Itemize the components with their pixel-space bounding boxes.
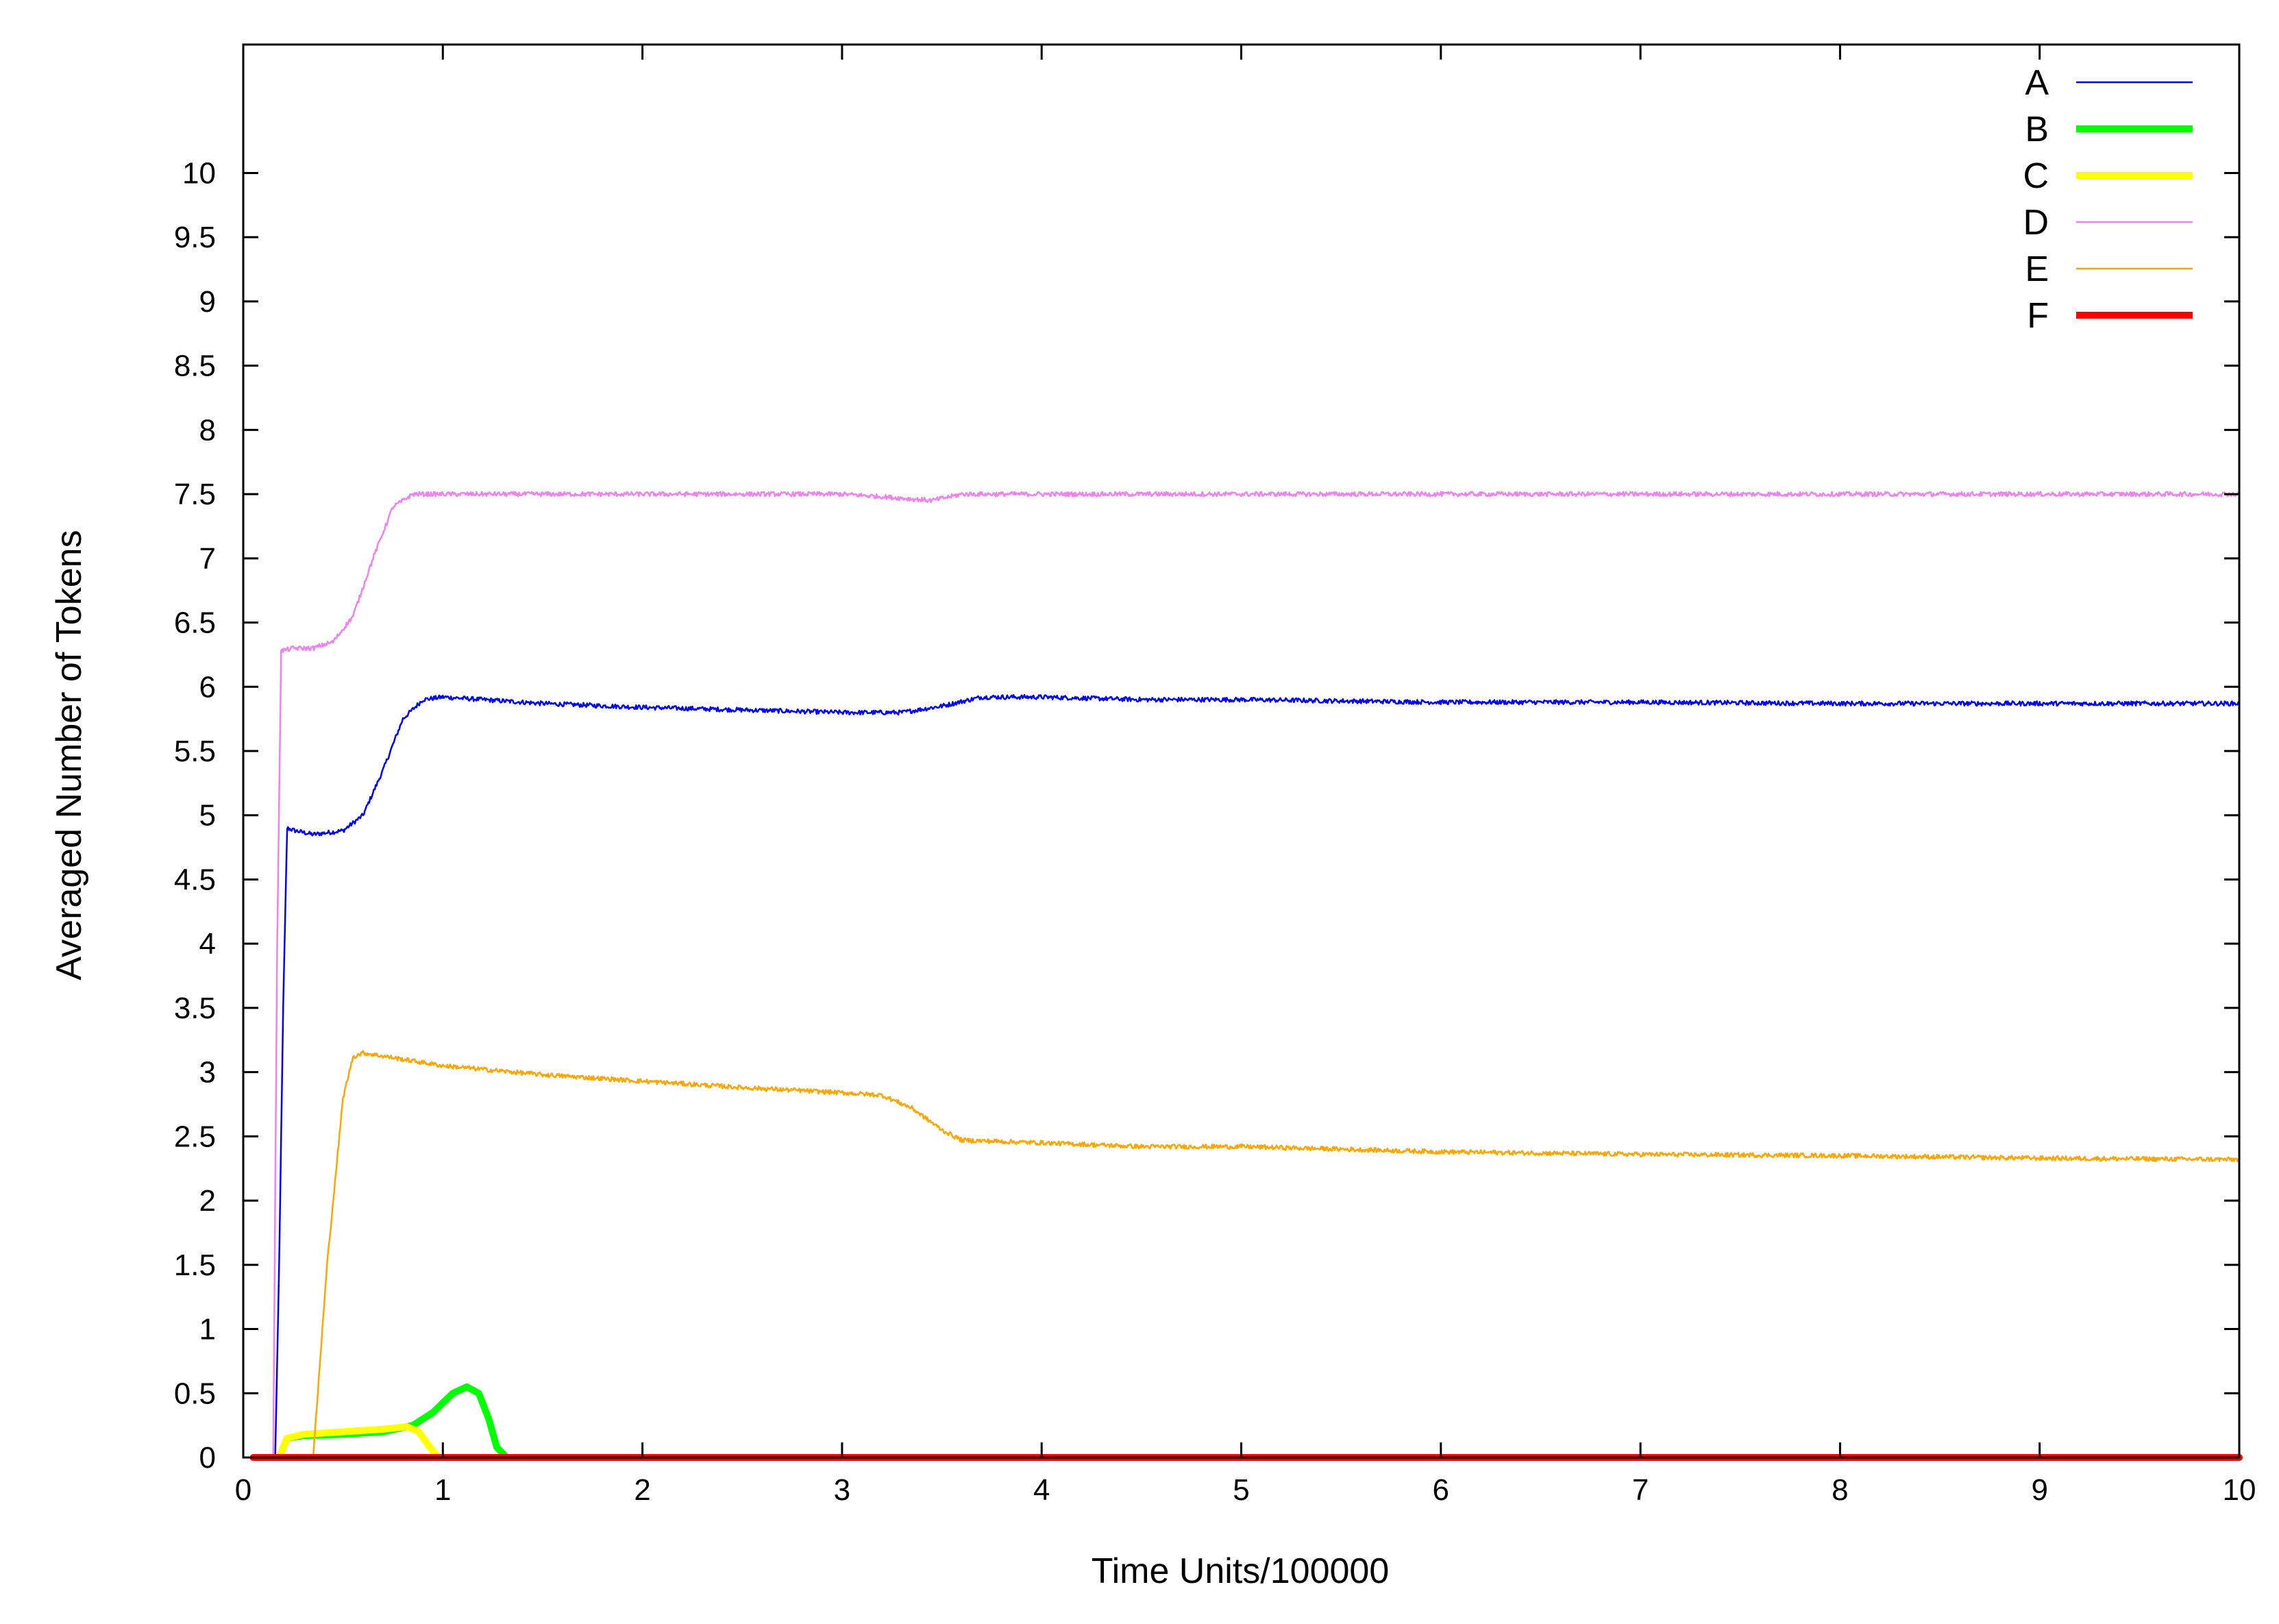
y-tick-label: 1 (199, 1313, 216, 1346)
series-line-e (252, 1050, 2241, 1459)
legend-label: A (2025, 63, 2049, 103)
legend-label: D (2023, 203, 2049, 243)
x-tick-label: 10 (2223, 1473, 2256, 1507)
x-axis-title: Time Units/100000 (1092, 1551, 1390, 1591)
x-tick-label: 3 (834, 1473, 850, 1507)
y-tick-label: 3 (199, 1056, 216, 1090)
y-tick-label: 3.5 (174, 992, 216, 1025)
y-tick-label: 6.5 (174, 606, 216, 640)
series-line-d (252, 491, 2241, 1459)
x-tick-label: 0 (235, 1473, 251, 1507)
legend-entry-d: D (2023, 203, 2193, 243)
legend-label: C (2023, 156, 2049, 196)
y-tick-label: 10 (182, 156, 216, 190)
legend-entry-e: E (2025, 249, 2193, 289)
y-tick-label: 7 (199, 542, 216, 576)
axes-layer: 0 1 2 3 4 5 6 7 8 9 10 0 0.5 1 1.5 2 2.5 3 3.5 4 4.5 5 5.5 6 6.5… (174, 43, 2256, 1507)
y-tick-label: 0.5 (174, 1377, 216, 1410)
legend-entry-f: F (2027, 296, 2193, 336)
x-tick-label: 7 (1632, 1473, 1649, 1507)
x-tick-label: 8 (1832, 1473, 1848, 1507)
legend-entry-c: C (2023, 156, 2193, 196)
y-tick-label: 4.5 (174, 863, 216, 896)
legend-entry-b: B (2025, 110, 2193, 149)
y-tick-label: 9.5 (174, 221, 216, 254)
y-tick-label: 6 (199, 670, 216, 704)
y-tick-label: 4 (199, 927, 216, 961)
y-tick-label: 7.5 (174, 478, 216, 511)
x-tick-label: 2 (634, 1473, 650, 1507)
y-tick-label: 5.5 (174, 735, 216, 768)
series-line-a (252, 693, 2241, 1459)
legend-label: B (2025, 110, 2049, 149)
y-tick-label: 0 (199, 1441, 216, 1475)
y-tick-label: 9 (199, 285, 216, 319)
y-tick-label: 2 (199, 1184, 216, 1218)
y-axis-title: Averaged Number of Tokens (49, 530, 89, 980)
legend-label: F (2027, 296, 2049, 336)
y-tick-label: 2.5 (174, 1120, 216, 1153)
x-tick-label: 1 (434, 1473, 451, 1507)
y-tick-label: 5 (199, 799, 216, 833)
y-tick-label: 8 (199, 413, 216, 447)
y-tick-label: 8.5 (174, 349, 216, 383)
x-tick-label: 9 (2031, 1473, 2047, 1507)
x-tick-label: 5 (1233, 1473, 1249, 1507)
legend-label: E (2025, 249, 2049, 289)
x-tick-label: 4 (1033, 1473, 1050, 1507)
y-tick-label: 1.5 (174, 1248, 216, 1282)
x-tick-label: 6 (1433, 1473, 1449, 1507)
legend-entry-a: A (2025, 63, 2193, 103)
